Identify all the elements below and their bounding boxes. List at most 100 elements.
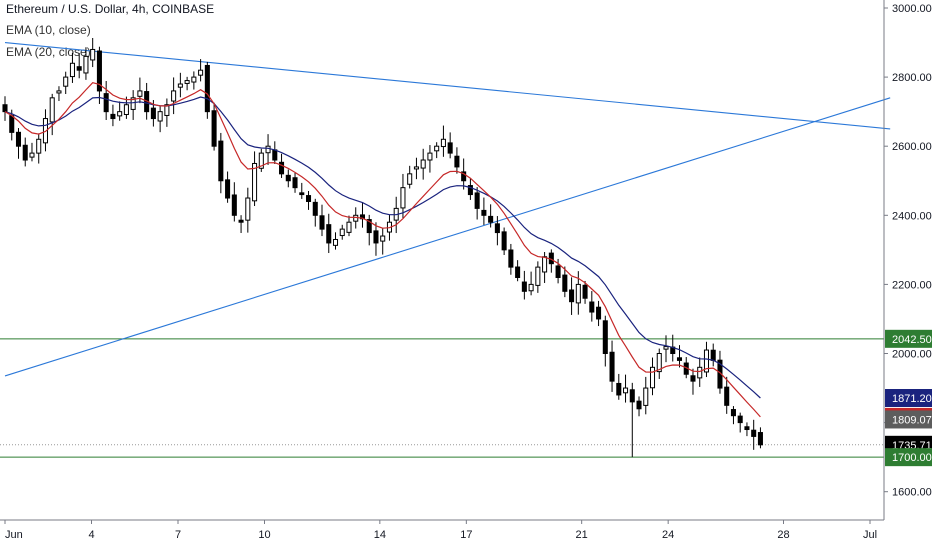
- ema20-line: [4, 96, 761, 399]
- candle-body: [238, 219, 244, 223]
- candle-body: [96, 50, 102, 92]
- candle-body: [285, 174, 291, 182]
- candle-body: [272, 149, 278, 161]
- price-badge: [885, 389, 932, 408]
- price-badge-label: 1809.07: [892, 414, 932, 426]
- candle-body: [265, 145, 271, 154]
- candle-body: [643, 387, 649, 406]
- candles-layer: [2, 37, 763, 458]
- candle-body: [312, 201, 318, 216]
- chart-title: Ethereum / U.S. Dollar, 4h, COINBASE: [6, 2, 215, 16]
- candle-body: [137, 90, 143, 97]
- candle-body: [474, 192, 480, 209]
- candle-body: [211, 110, 217, 147]
- candle-body: [757, 432, 763, 446]
- candle-body: [575, 283, 581, 304]
- candle-body: [157, 111, 163, 122]
- candle-body: [184, 80, 190, 84]
- y-tick-label: 1600.00: [892, 487, 932, 499]
- candle-body: [481, 209, 487, 216]
- x-tick-label: 24: [662, 529, 674, 541]
- candle-body: [373, 230, 379, 244]
- x-tick-label: 7: [175, 529, 181, 541]
- candle-body: [494, 223, 500, 234]
- candle-body: [508, 249, 514, 268]
- price-badge: [885, 329, 932, 348]
- candle-body: [69, 62, 75, 78]
- y-tick-label: 3000.00: [892, 3, 932, 15]
- price-badge-label: 1871.20: [892, 393, 932, 405]
- candle-body: [15, 131, 22, 147]
- candle-body: [623, 387, 629, 394]
- candle-body: [117, 111, 123, 117]
- candle-body: [454, 155, 460, 168]
- price-badge: [885, 410, 932, 429]
- x-tick-label: 14: [374, 529, 386, 541]
- candle-body: [649, 366, 656, 389]
- ema10-legend[interactable]: EMA (10, close): [6, 23, 91, 37]
- x-tick-label: 17: [460, 529, 472, 541]
- candle-body: [258, 152, 264, 169]
- x-tick-label: Jul: [863, 529, 877, 541]
- candle-body: [744, 426, 750, 431]
- candle-body: [150, 107, 156, 120]
- candle-body: [279, 161, 285, 175]
- candle-body: [198, 69, 204, 76]
- candle-body: [90, 48, 96, 61]
- candle-body: [191, 76, 197, 83]
- candle-body: [440, 138, 446, 148]
- candle-body: [36, 138, 42, 154]
- candle-body: [697, 366, 703, 379]
- x-tick-label: 21: [576, 529, 588, 541]
- candle-body: [353, 214, 359, 222]
- candle-body: [616, 382, 622, 396]
- y-tick-label: 2600.00: [892, 141, 932, 153]
- price-badge-label: 1700.00: [892, 452, 932, 464]
- candle-body: [123, 104, 129, 116]
- y-tick-label: 2800.00: [892, 72, 932, 84]
- candle-body: [49, 97, 55, 123]
- candle-body: [420, 159, 426, 169]
- candle-body: [380, 235, 386, 242]
- candle-body: [252, 162, 258, 202]
- candle-body: [319, 215, 325, 230]
- candle-body: [110, 113, 116, 120]
- candle-body: [400, 187, 406, 209]
- candle-body: [177, 83, 183, 88]
- candle-body: [589, 301, 595, 313]
- candle-body: [724, 386, 730, 406]
- x-tick-label: Jun: [5, 529, 23, 541]
- trendline: [4, 42, 891, 130]
- ema-layer: [4, 82, 761, 418]
- candle-body: [29, 152, 35, 158]
- y-tick-label: 2200.00: [892, 279, 932, 291]
- ema10-line: [4, 82, 761, 418]
- candle-body: [164, 104, 170, 116]
- candle-body: [103, 93, 109, 113]
- candle-body: [299, 192, 305, 196]
- candle-body: [434, 145, 440, 152]
- candle-body: [737, 415, 743, 424]
- candle-body: [562, 274, 568, 292]
- trendline: [4, 97, 891, 377]
- candle-body: [339, 228, 345, 237]
- x-tick-label: 10: [258, 529, 270, 541]
- trendlines-layer: [4, 42, 891, 377]
- y-tick-label: 2400.00: [892, 210, 932, 222]
- candle-body: [596, 306, 602, 320]
- x-tick-label: 4: [88, 529, 94, 541]
- candle-body: [515, 266, 521, 278]
- price-badge-label: 2042.50: [892, 334, 932, 346]
- candle-body: [501, 231, 507, 251]
- candle-body: [602, 320, 608, 355]
- candle-body: [427, 152, 433, 161]
- candle-body: [292, 177, 298, 189]
- candle-body: [488, 215, 494, 223]
- candle-body: [663, 346, 669, 350]
- candle-body: [326, 224, 332, 244]
- candle-body: [9, 115, 15, 133]
- candle-body: [2, 104, 8, 113]
- candle-body: [542, 256, 548, 273]
- candle-body: [22, 144, 28, 161]
